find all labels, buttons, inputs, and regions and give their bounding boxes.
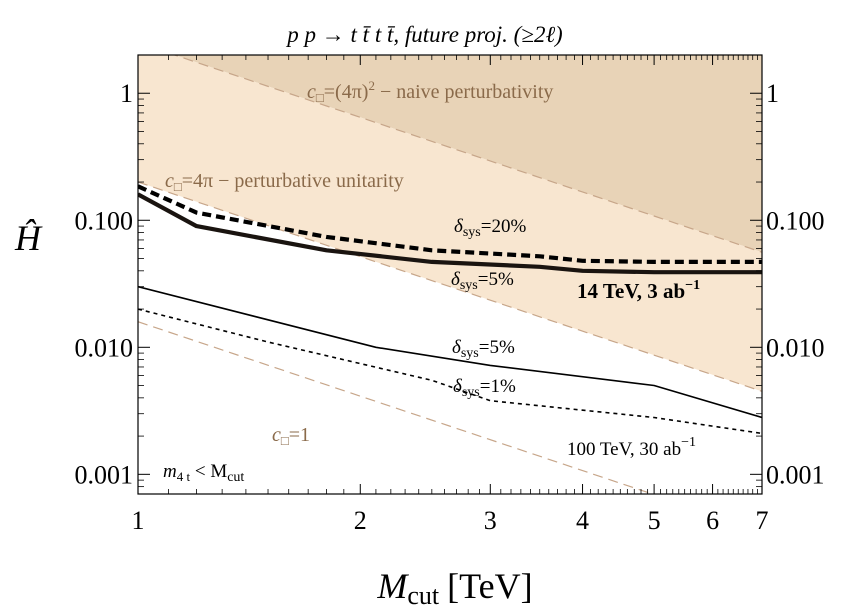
y-tick-label-left: 0.010 xyxy=(75,333,134,362)
x-axis-title: Mcut [TeV] xyxy=(376,566,532,610)
plot-frame xyxy=(137,54,763,495)
y-tick-label-left: 0.001 xyxy=(75,460,134,489)
guide-line-c-4pi-sq xyxy=(172,55,762,253)
series-line-100tev-1 xyxy=(138,308,762,435)
guide-line-c-4pi xyxy=(138,181,762,392)
y-tick-label-right: 1 xyxy=(766,79,779,108)
y-tick-label-left: 0.100 xyxy=(75,206,134,235)
delta-sys-5-100tev-label: δsys=5% xyxy=(452,337,515,361)
delta-sys-5-14tev-label: δsys=5% xyxy=(451,269,514,293)
delta-sys-20-label: δsys=20% xyxy=(454,216,526,240)
guide-line-c-1 xyxy=(138,321,655,494)
c-equals-1-label: c□=1 xyxy=(272,424,310,448)
perturbative-unitarity-region xyxy=(138,55,762,392)
series-line-100tev-5 xyxy=(138,285,762,419)
series-line-14tev-5 xyxy=(138,192,762,275)
y-tick-label-right: 0.001 xyxy=(766,460,825,489)
perturbative-unitarity-label: c□=4π − perturbative unitarity xyxy=(165,170,404,194)
chart-title: p p → t t̄ t t̄, future proj. (≥2ℓ) xyxy=(285,22,562,47)
x-tick-label: 4 xyxy=(576,506,589,535)
x-tick-label: 2 xyxy=(354,506,367,535)
100tev-label: 100 TeV, 30 ab−1 xyxy=(567,435,696,460)
naive-perturbativity-label: c□=(4π)2 − naive perturbativity xyxy=(307,78,553,105)
y-tick-label-right: 0.100 xyxy=(766,206,825,235)
series-line-14tev-20 xyxy=(138,184,762,264)
14tev-label: 14 TeV, 3 ab−1 xyxy=(577,278,700,303)
y-tick-label-right: 0.010 xyxy=(766,333,825,362)
x-tick-label: 5 xyxy=(648,506,661,535)
delta-sys-1-label: δsys=1% xyxy=(453,376,516,400)
x-tick-label: 6 xyxy=(706,506,719,535)
y-axis-title: Ĥ xyxy=(14,218,43,258)
x-tick-label: 3 xyxy=(484,506,497,535)
x-tick-label: 1 xyxy=(132,506,145,535)
x-tick-label: 7 xyxy=(756,506,769,535)
m4t-cut-label: m4 t < Mcut xyxy=(163,461,244,485)
y-tick-label-left: 1 xyxy=(120,79,133,108)
